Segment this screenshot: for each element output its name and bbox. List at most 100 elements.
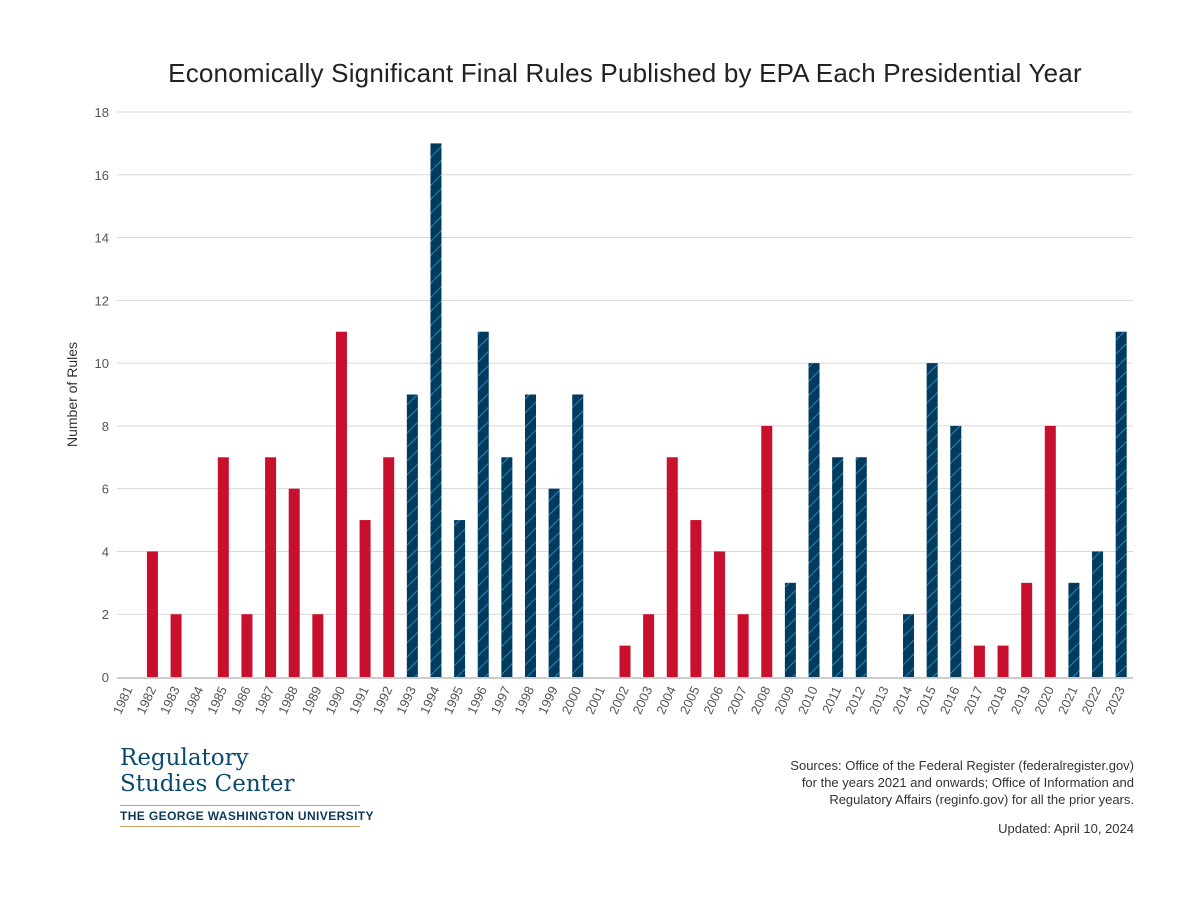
logo-divider-bottom	[120, 826, 360, 827]
rsc-logo: Regulatory Studies Center THE GEORGE WAS…	[120, 745, 374, 827]
bar-hatch-2009	[784, 582, 796, 677]
bar-1988	[288, 488, 300, 677]
x-tick-label: 2015	[913, 684, 939, 717]
x-tick-label: 2012	[842, 684, 868, 717]
x-tick-label: 1981	[110, 684, 136, 717]
x-tick-label: 1993	[393, 684, 419, 717]
x-tick-label: 2007	[724, 684, 750, 717]
x-tick-label: 2018	[984, 684, 1010, 717]
x-tick-label: 1983	[157, 684, 183, 717]
bar-2003	[643, 614, 655, 677]
x-tick-label: 2019	[1008, 684, 1034, 717]
x-tick-label: 1999	[535, 684, 561, 717]
x-tick-label: 2001	[582, 684, 608, 717]
x-tick-label: 2022	[1078, 684, 1104, 717]
x-tick-label: 2008	[748, 684, 774, 717]
x-tick-label: 1992	[370, 684, 396, 717]
bar-hatch-2015	[926, 363, 938, 677]
bar-chart: 0246810121416181981198219831984198519861…	[64, 105, 1133, 717]
x-tick-label: 2017	[960, 684, 986, 717]
bar-hatch-2014	[903, 614, 915, 677]
bar-2008	[761, 425, 773, 677]
y-tick-label: 4	[102, 544, 109, 559]
x-tick-label: 1985	[204, 684, 230, 717]
x-tick-label: 2010	[795, 684, 821, 717]
y-tick-label: 6	[102, 482, 109, 497]
x-tick-label: 2020	[1031, 684, 1057, 717]
y-tick-label: 16	[95, 168, 109, 183]
y-tick-label: 2	[102, 607, 109, 622]
bar-2017	[973, 645, 985, 677]
x-tick-label: 1996	[464, 684, 490, 717]
bar-hatch-2016	[950, 425, 962, 677]
x-tick-label: 1997	[488, 684, 514, 717]
bar-2004	[666, 457, 678, 677]
x-tick-label: 1989	[299, 684, 325, 717]
x-tick-label: 1982	[133, 684, 159, 717]
y-tick-label: 14	[95, 231, 109, 246]
y-tick-label: 18	[95, 105, 109, 120]
x-tick-label: 2003	[630, 684, 656, 717]
bar-hatch-1995	[454, 520, 466, 677]
bars	[146, 143, 1127, 677]
x-tick-label: 2004	[653, 684, 679, 717]
logo-divider-top	[120, 805, 360, 806]
bar-1983	[170, 614, 182, 677]
x-tick-label: 2013	[866, 684, 892, 717]
bar-hatch-1999	[548, 488, 560, 677]
bar-2005	[690, 520, 702, 677]
bar-hatch-2022	[1092, 551, 1104, 677]
logo-line-1: Regulatory	[120, 745, 249, 771]
y-tick-label: 0	[102, 670, 109, 685]
bar-1985	[217, 457, 229, 677]
x-tick-label: 2011	[819, 684, 844, 716]
x-tick-label: 1994	[417, 684, 443, 717]
bar-hatch-1993	[406, 394, 418, 677]
gridlines	[117, 111, 1133, 615]
bar-hatch-1994	[430, 143, 442, 677]
bar-hatch-2012	[855, 457, 867, 677]
sources-line-1: Sources: Office of the Federal Register …	[790, 758, 1134, 773]
bar-1990	[335, 331, 347, 677]
bar-hatch-1996	[477, 331, 489, 677]
logo-line-2: Studies Center	[120, 771, 295, 797]
bar-1991	[359, 520, 371, 677]
updated-date: Updated: April 10, 2024	[998, 821, 1134, 836]
bar-hatch-2011	[832, 457, 844, 677]
bar-2020	[1044, 425, 1056, 677]
y-tick-label: 12	[95, 293, 109, 308]
x-tick-label: 1990	[322, 684, 348, 717]
bar-1989	[312, 614, 324, 677]
bar-1982	[146, 551, 158, 677]
bar-2002	[619, 645, 631, 677]
bar-2018	[997, 645, 1009, 677]
bar-hatch-2000	[572, 394, 584, 677]
x-tick-label: 2009	[771, 684, 797, 717]
logo-university: THE GEORGE WASHINGTON UNIVERSITY	[120, 809, 374, 823]
x-tick-label: 2002	[606, 684, 632, 717]
chart-title: Economically Significant Final Rules Pub…	[168, 58, 1082, 88]
x-tick-label: 2023	[1102, 684, 1128, 717]
sources-line-3: Regulatory Affairs (reginfo.gov) for all…	[829, 792, 1134, 807]
bar-1992	[383, 457, 395, 677]
bar-hatch-2010	[808, 363, 820, 677]
x-tick-label: 1984	[181, 684, 207, 717]
x-tick-label: 1988	[275, 684, 301, 717]
x-tick-label: 2014	[889, 684, 915, 717]
bar-hatch-1998	[524, 394, 536, 677]
bar-2006	[714, 551, 726, 677]
x-tick-label: 1986	[228, 684, 254, 717]
bar-1987	[265, 457, 277, 677]
x-tick-label: 2000	[559, 684, 585, 717]
x-tick-label: 2006	[700, 684, 726, 717]
bar-2007	[737, 614, 749, 677]
x-tick-label: 1991	[346, 684, 372, 717]
bar-hatch-2023	[1115, 331, 1127, 677]
x-tick-label: 2016	[937, 684, 963, 717]
bar-hatch-1997	[501, 457, 513, 677]
bar-hatch-2021	[1068, 582, 1080, 677]
x-tick-label: 1995	[441, 684, 467, 717]
sources-note: Sources: Office of the Federal Register …	[574, 757, 1134, 808]
y-tick-label: 10	[95, 356, 109, 371]
x-tick-label: 2021	[1055, 684, 1081, 717]
